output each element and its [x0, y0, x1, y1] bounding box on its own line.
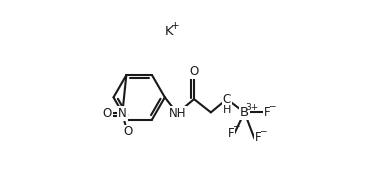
Text: K: K — [165, 25, 174, 38]
Text: N: N — [118, 107, 127, 120]
Text: B: B — [240, 106, 249, 119]
Text: −: − — [232, 122, 239, 130]
Text: O: O — [103, 107, 112, 120]
Text: H: H — [223, 105, 231, 115]
Text: F: F — [264, 106, 271, 119]
Text: O: O — [123, 125, 132, 138]
Text: −: − — [268, 102, 276, 111]
Text: C: C — [223, 93, 231, 106]
Text: NH: NH — [168, 107, 186, 120]
Text: 3+: 3+ — [245, 103, 258, 112]
Text: F: F — [255, 131, 261, 144]
Text: +: + — [171, 21, 179, 31]
Text: −: − — [259, 126, 267, 135]
Text: O: O — [189, 65, 199, 78]
Text: F: F — [228, 127, 235, 140]
